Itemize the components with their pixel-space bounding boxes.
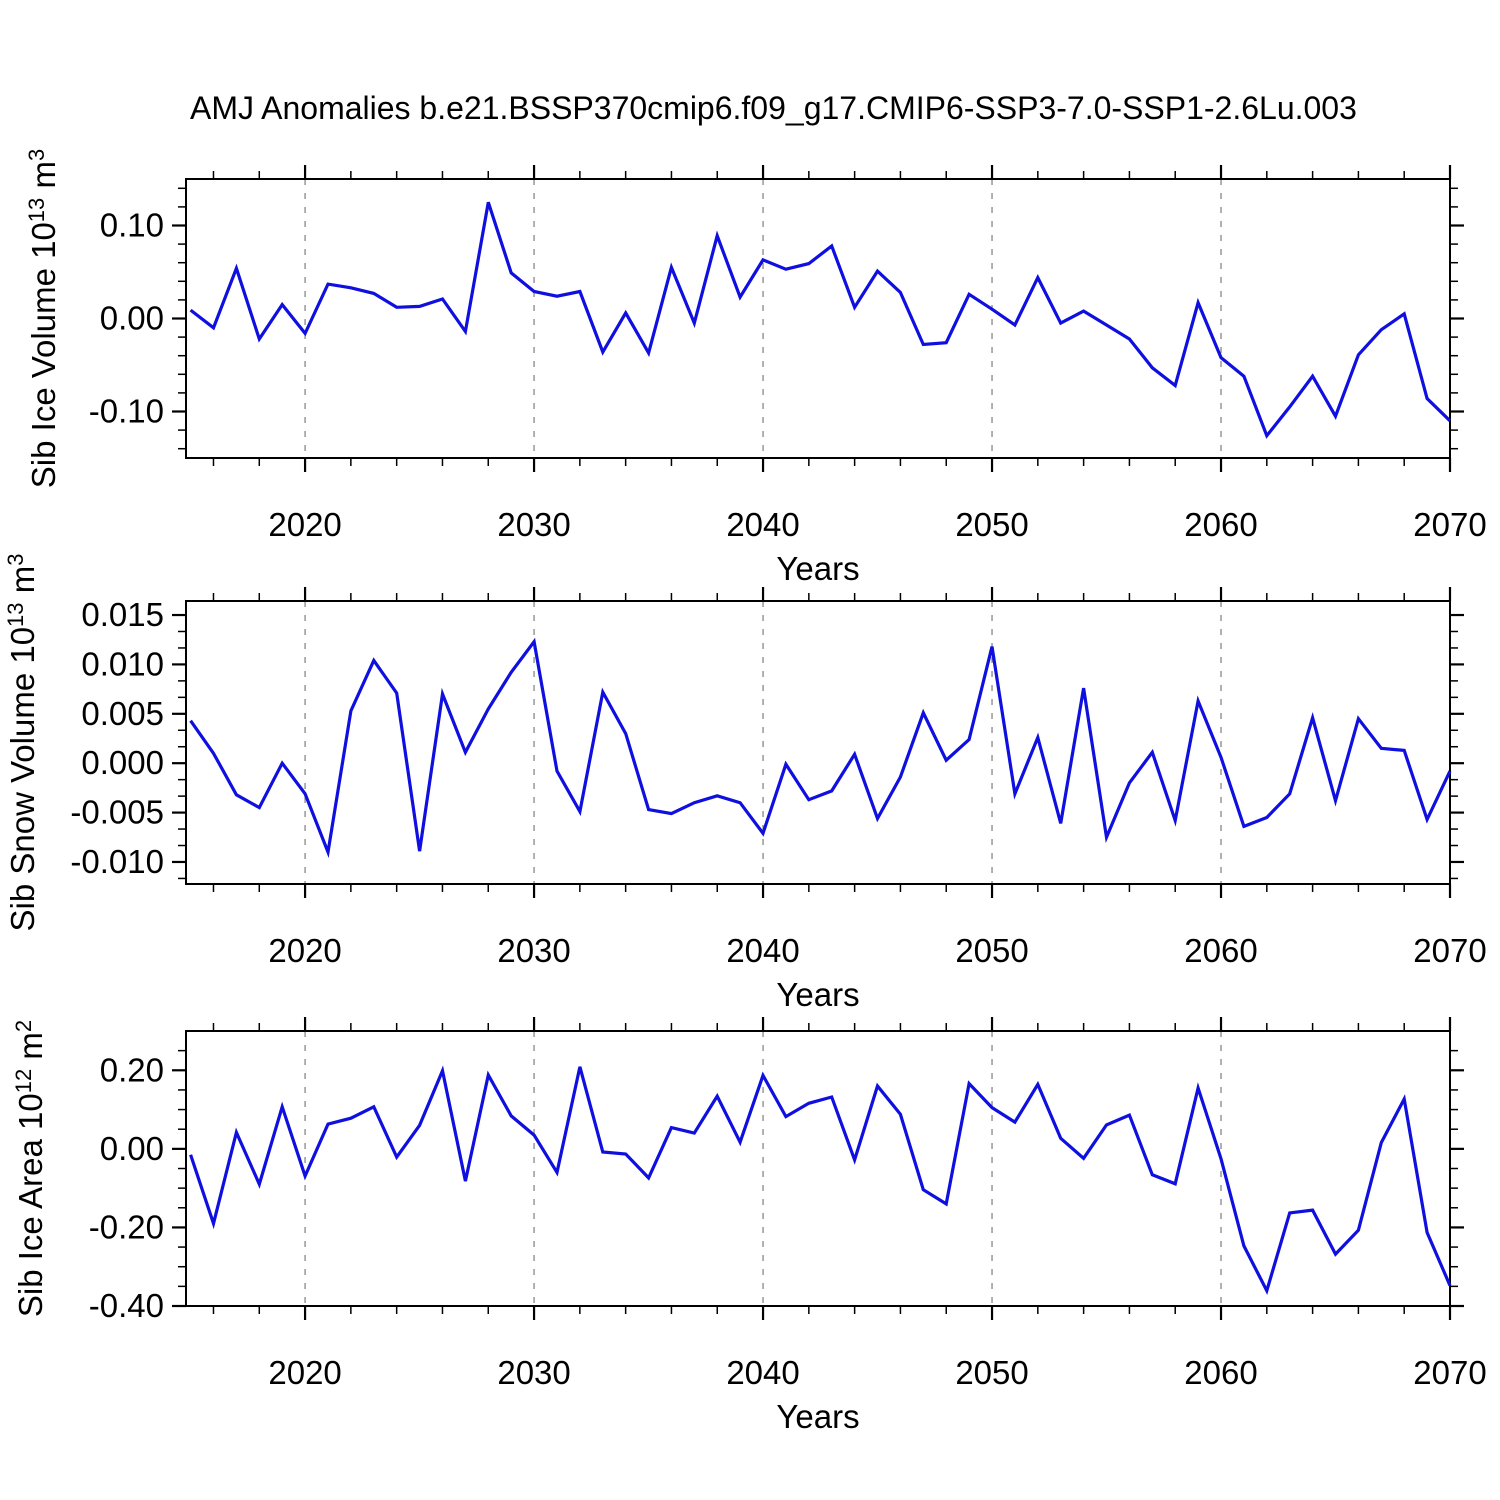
- x-axis-title: Years: [776, 976, 859, 1013]
- y-axis-title: Sib Ice Area 1012 m2: [11, 1020, 49, 1317]
- x-tick-label: 2040: [726, 1354, 799, 1391]
- y-tick-label: -0.010: [70, 843, 164, 880]
- x-tick-label: 2040: [726, 506, 799, 543]
- series-line: [189, 1065, 1452, 1296]
- series-line: [189, 637, 1452, 859]
- y-tick-label: 0.005: [81, 695, 164, 732]
- panel-sib-ice-volume: 2020 2030 2040 2050 2060 2070 0.10 0.00 -0.10 Sib…: [24, 149, 1487, 587]
- y-tick-label: 0.010: [81, 645, 164, 682]
- series-line: [189, 201, 1452, 439]
- y-axis-title: Sib Ice Volume 1013 m3: [24, 149, 62, 488]
- y-tick-label: -0.10: [89, 393, 164, 430]
- x-tick-label: 2050: [955, 1354, 1028, 1391]
- x-tick-label: 2020: [268, 1354, 341, 1391]
- y-tick-label: -0.20: [89, 1208, 164, 1245]
- x-axis-title: Years: [776, 550, 859, 587]
- y-tick-label: 0.000: [81, 744, 164, 781]
- x-tick-label: 2020: [268, 506, 341, 543]
- plot-frame: [185, 600, 1451, 885]
- chart-title: AMJ Anomalies b.e21.BSSP370cmip6.f09_g17…: [190, 90, 1357, 126]
- x-tick-label: 2040: [726, 932, 799, 969]
- x-tick-label: 2030: [497, 932, 570, 969]
- y-tick-label: -0.005: [70, 794, 164, 831]
- x-tick-label: 2070: [1413, 1354, 1486, 1391]
- x-tick-label: 2060: [1184, 932, 1257, 969]
- x-tick-label: 2060: [1184, 1354, 1257, 1391]
- y-tick-label: 0.10: [100, 207, 164, 244]
- y-axis-title: Sib Snow Volume 1013 m3: [3, 554, 41, 932]
- x-tick-label: 2070: [1413, 506, 1486, 543]
- x-tick-label: 2050: [955, 506, 1028, 543]
- y-tick-label: -0.40: [89, 1287, 164, 1324]
- y-tick-label: 0.00: [100, 1130, 164, 1167]
- x-tick-label: 2020: [268, 932, 341, 969]
- x-tick-label: 2030: [497, 1354, 570, 1391]
- panel-sib-ice-area: 2020 2030 2040 2050 2060 2070 0.20 0.00 -0.20 -0.…: [11, 1017, 1487, 1435]
- y-tick-label: 0.00: [100, 300, 164, 337]
- x-tick-label: 2030: [497, 506, 570, 543]
- x-axis-title: Years: [776, 1398, 859, 1435]
- panel-sib-snow-volume: 2020 2030 2040 2050 2060 2070 0.015 0.010 0.005 0…: [3, 554, 1487, 1013]
- x-tick-label: 2070: [1413, 932, 1486, 969]
- plot-frame: [185, 1030, 1451, 1307]
- x-tick-label: 2060: [1184, 506, 1257, 543]
- y-tick-label: 0.20: [100, 1051, 164, 1088]
- y-tick-label: 0.015: [81, 596, 164, 633]
- x-tick-label: 2050: [955, 932, 1028, 969]
